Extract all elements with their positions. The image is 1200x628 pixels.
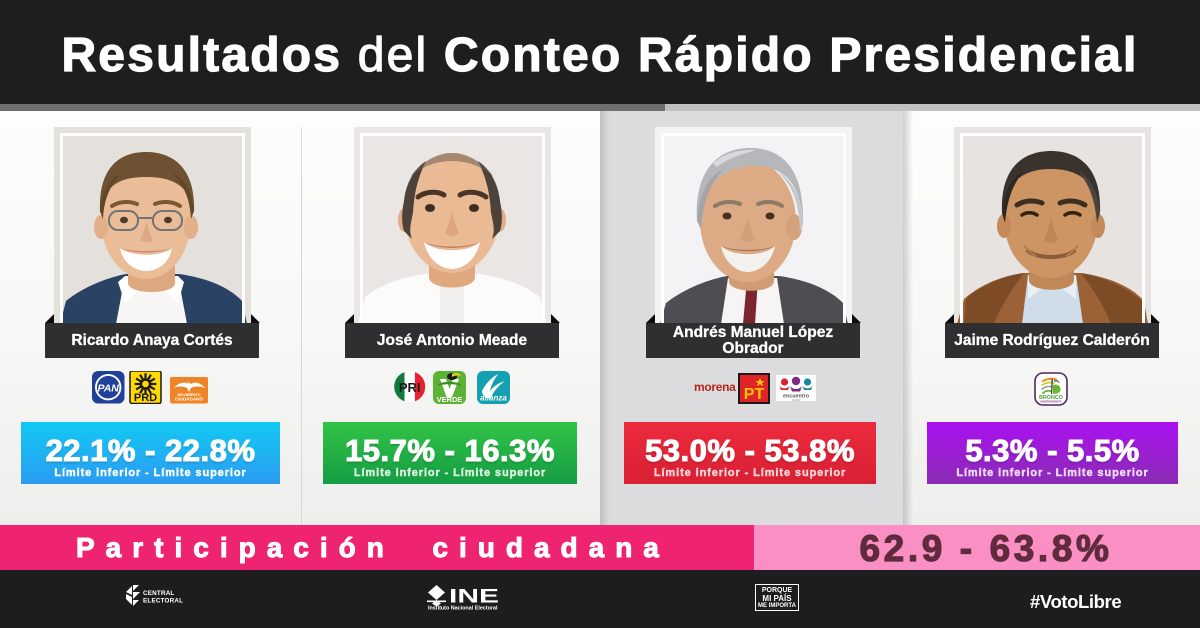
svg-text:morena: morena xyxy=(694,380,736,394)
svg-text:VERDE: VERDE xyxy=(437,395,463,404)
svg-text:INE: INE xyxy=(449,586,499,608)
svg-text:MOVIMIENTO: MOVIMIENTO xyxy=(177,393,200,397)
svg-text:PAN: PAN xyxy=(98,383,120,395)
svg-text:ELECTORAL: ELECTORAL xyxy=(143,598,183,605)
svg-text:encuentro: encuentro xyxy=(783,394,810,400)
svg-text:INDEPENDIENTE: INDEPENDIENTE xyxy=(1040,400,1061,404)
svg-text:PRI: PRI xyxy=(399,380,421,395)
svg-text:PRD: PRD xyxy=(134,392,157,404)
svg-text:CENTRAL: CENTRAL xyxy=(143,590,174,597)
svg-text:social: social xyxy=(792,398,801,402)
svg-text:Instituto Nacional Electoral: Instituto Nacional Electoral xyxy=(428,606,498,612)
svg-text:alianza: alianza xyxy=(480,394,507,403)
svg-text:PT: PT xyxy=(744,386,765,403)
svg-text:BRONCO: BRONCO xyxy=(1039,395,1063,401)
svg-text:CIUDADANO: CIUDADANO xyxy=(175,397,203,402)
